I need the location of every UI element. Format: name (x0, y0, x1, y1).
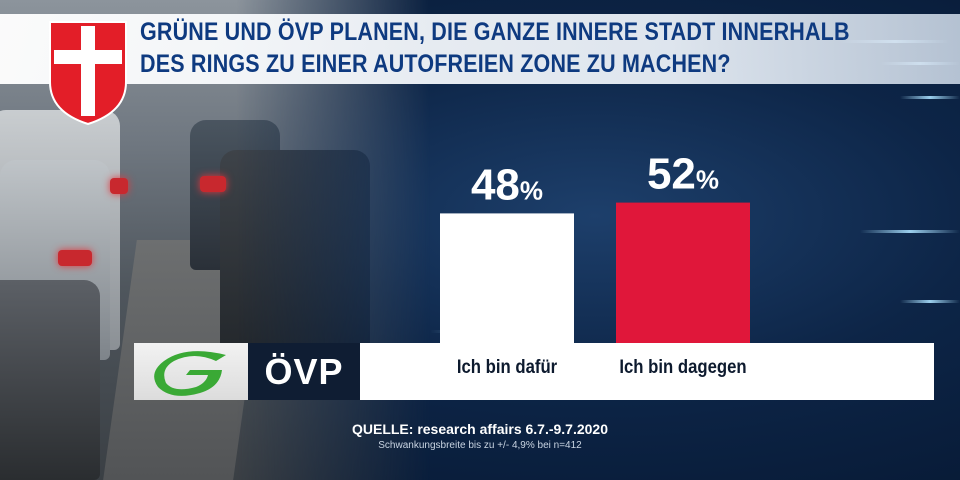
value-number-dagegen: 52 (647, 150, 696, 199)
title-line-1: GRÜNE UND ÖVP PLANEN, DIE GANZE INNERE S… (140, 18, 850, 46)
category-label-dafuer: Ich bin dafür (456, 357, 558, 378)
value-unit-dafuer: % (520, 175, 543, 205)
title-band (0, 14, 960, 84)
category-label-dagegen: Ich bin dagegen (619, 357, 747, 378)
margin-of-error-note: Schwankungsbreite bis zu +/- 4,9% bei n=… (378, 440, 582, 451)
oevp-logo-text: ÖVP (264, 350, 344, 392)
bar-dafuer (440, 213, 574, 343)
value-number-dafuer: 48 (471, 160, 520, 209)
vienna-crest-icon (49, 21, 127, 126)
gruene-logo (134, 343, 248, 400)
title-line-2: DES RINGS ZU EINER AUTOFREIEN ZONE ZU MA… (140, 50, 731, 78)
value-label-dafuer: 48% (471, 160, 543, 209)
bar-dagegen (616, 202, 750, 343)
source-note: QUELLE: research affairs 6.7.-9.7.2020 (351, 421, 609, 437)
value-unit-dagegen: % (696, 165, 719, 195)
oevp-logo: ÖVP (248, 343, 360, 400)
gruene-g-icon (154, 351, 226, 396)
value-label-dagegen: 52% (647, 150, 719, 199)
